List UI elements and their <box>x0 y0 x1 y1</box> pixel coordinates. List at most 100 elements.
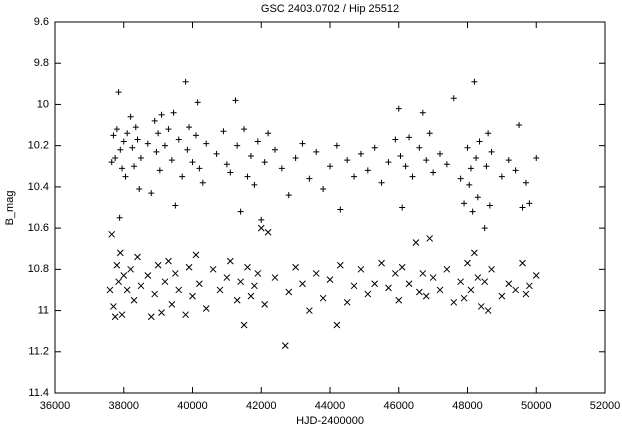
data-point <box>516 122 523 129</box>
data-point <box>272 146 278 153</box>
data-point <box>113 126 120 133</box>
x-axis-label: HJD-2400000 <box>296 415 364 427</box>
x-tick-label: 48000 <box>452 400 483 412</box>
data-point <box>306 307 313 314</box>
data-point <box>336 261 344 269</box>
data-point <box>189 159 196 166</box>
data-point <box>351 173 358 180</box>
data-point <box>113 261 121 269</box>
data-point <box>391 270 399 277</box>
data-point <box>285 192 292 199</box>
x-tick-label: 50000 <box>521 400 552 412</box>
data-point <box>251 282 258 290</box>
x-tick-label: 36000 <box>40 400 71 412</box>
data-point <box>399 204 406 211</box>
data-point <box>457 278 464 286</box>
data-point <box>124 130 131 137</box>
data-point <box>481 278 489 286</box>
data-point <box>106 286 114 294</box>
data-point <box>512 286 519 294</box>
data-point <box>333 321 341 329</box>
data-point <box>247 152 254 159</box>
data-point <box>223 161 230 168</box>
data-point <box>254 138 261 145</box>
data-point <box>122 173 129 180</box>
data-point <box>132 124 139 131</box>
y-tick-label: 10.8 <box>28 263 49 275</box>
data-point <box>175 136 182 143</box>
data-point <box>265 130 272 137</box>
data-point <box>165 126 172 133</box>
data-point <box>333 142 340 149</box>
data-point <box>430 169 437 176</box>
data-point <box>153 148 160 155</box>
data-point <box>254 270 262 277</box>
data-point <box>474 274 482 281</box>
y-tick-label: 9.6 <box>34 16 49 28</box>
data-point <box>481 225 488 232</box>
data-point <box>261 301 269 308</box>
data-point <box>127 113 134 120</box>
y-tick-label: 11.4 <box>28 387 49 399</box>
data-point <box>186 124 193 131</box>
data-point <box>134 253 141 261</box>
data-point <box>486 202 493 209</box>
data-point <box>476 138 483 145</box>
data-point <box>110 303 117 310</box>
data-point <box>130 296 138 304</box>
data-point <box>264 228 272 236</box>
data-point <box>233 296 241 304</box>
data-point <box>117 146 124 153</box>
data-point <box>505 157 512 164</box>
chart-title: GSC 2403.0702 / Hip 25512 <box>261 3 399 15</box>
data-point <box>281 342 289 349</box>
data-point <box>227 169 234 176</box>
data-point <box>364 290 372 298</box>
data-point <box>127 265 134 273</box>
data-point <box>422 292 430 300</box>
data-point <box>450 298 458 306</box>
data-point <box>457 175 464 182</box>
data-point <box>471 249 478 257</box>
data-point <box>237 278 244 286</box>
data-point <box>123 286 131 294</box>
y-axis-label: B_mag <box>4 191 16 226</box>
data-point <box>464 144 471 151</box>
data-point <box>112 155 119 162</box>
data-point <box>179 173 186 180</box>
y-tick-label: 10 <box>37 98 49 110</box>
data-point <box>196 165 203 172</box>
data-point <box>129 144 136 151</box>
data-point <box>240 321 248 329</box>
data-point <box>419 270 427 277</box>
data-point <box>120 272 128 279</box>
data-point <box>519 204 526 211</box>
data-point <box>137 155 144 162</box>
data-point <box>371 144 378 151</box>
data-point <box>292 155 299 162</box>
data-point <box>437 150 443 157</box>
data-point <box>223 274 231 281</box>
data-point <box>474 194 481 201</box>
data-point <box>285 288 293 296</box>
data-point <box>158 111 165 118</box>
data-point <box>397 152 404 159</box>
data-point <box>258 216 265 223</box>
data-point <box>278 165 285 172</box>
data-point <box>110 132 117 139</box>
data-point <box>532 272 540 279</box>
data-point <box>450 95 457 102</box>
data-point <box>261 159 268 166</box>
data-point <box>213 150 220 157</box>
data-point <box>116 249 124 257</box>
data-point <box>209 265 217 273</box>
data-point <box>357 265 365 273</box>
data-point <box>467 286 475 294</box>
data-point <box>192 132 199 139</box>
data-point <box>108 230 116 238</box>
data-point <box>111 313 119 321</box>
data-point <box>241 126 248 133</box>
data-point <box>161 278 169 286</box>
data-point <box>512 167 519 174</box>
x-tick-label: 38000 <box>108 400 139 412</box>
